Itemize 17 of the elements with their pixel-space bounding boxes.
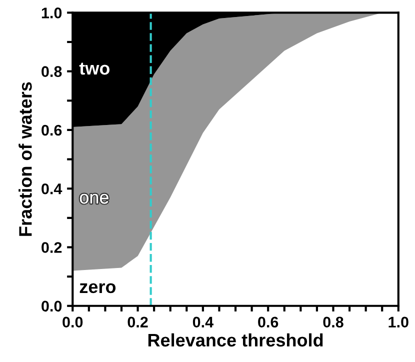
x-axis-title: Relevance threshold — [148, 333, 323, 347]
x-tick-label: 1.0 — [388, 316, 408, 328]
series-label: one — [80, 194, 108, 204]
x-tick-label: 0.4 — [192, 316, 214, 328]
x-tick-label: 0.0 — [62, 316, 83, 328]
x-tick-label: 0.2 — [128, 316, 148, 328]
x-tick-label: 0.8 — [323, 316, 344, 328]
y-tick-label: 1.0 — [42, 8, 62, 18]
y-axis-title: Fraction of waters — [18, 82, 32, 236]
y-tick-label: 0.2 — [42, 242, 62, 253]
y-tick-label: 0.4 — [42, 183, 62, 194]
y-tick-label: 0.8 — [42, 66, 62, 77]
series-label: two — [79, 62, 110, 75]
series-label: zero — [80, 283, 116, 294]
y-tick-label: 0.6 — [42, 124, 62, 136]
x-tick-label: 0.6 — [258, 316, 278, 328]
y-tick-label: 0.0 — [42, 300, 62, 312]
